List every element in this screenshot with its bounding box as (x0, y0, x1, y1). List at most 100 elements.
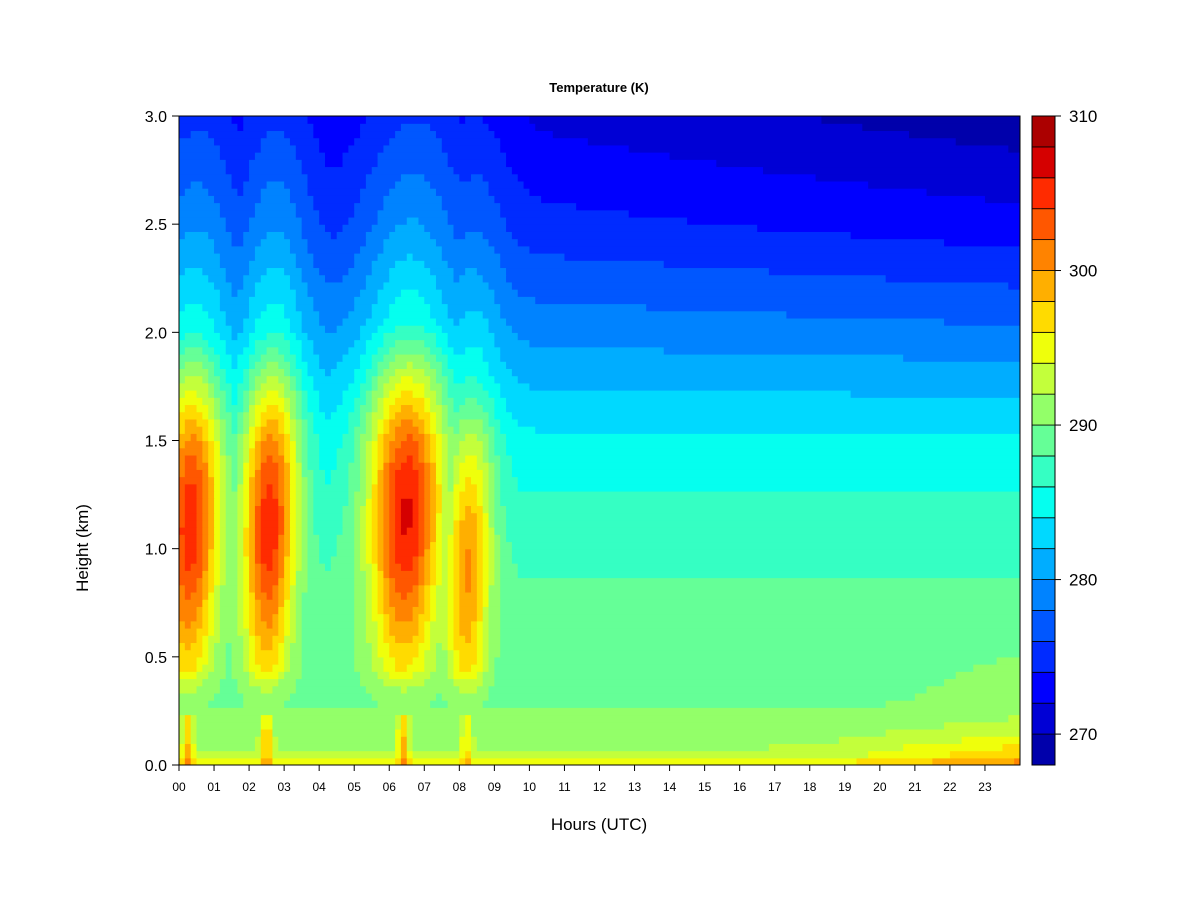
heatmap-cell (225, 555, 238, 564)
heatmap-cell (214, 534, 221, 543)
heatmap-cell (237, 548, 244, 557)
heatmap-cell (295, 418, 303, 427)
heatmap-cell (441, 390, 449, 398)
heatmap-cell (453, 505, 460, 514)
heatmap-cell (208, 447, 215, 456)
heatmap-cell (272, 728, 396, 737)
heatmap-cell (441, 361, 449, 369)
heatmap-cell (459, 714, 466, 723)
heatmap-cell (289, 382, 297, 391)
heatmap-cell (435, 317, 455, 326)
heatmap-cell (354, 584, 367, 593)
x-tick-label: 02 (242, 780, 256, 794)
heatmap-cell (412, 555, 420, 564)
heatmap-cell (412, 454, 420, 463)
heatmap-cell (219, 534, 227, 543)
heatmap-cell (441, 534, 449, 543)
heatmap-cell (482, 635, 490, 644)
heatmap-cell (453, 649, 460, 658)
heatmap-cell (506, 397, 1020, 406)
heatmap-cell (225, 346, 244, 355)
heatmap-cell (260, 144, 297, 153)
heatmap-cell (231, 397, 238, 406)
heatmap-cell (453, 267, 466, 276)
heatmap-cell (254, 512, 262, 521)
heatmap-cell (225, 570, 238, 579)
heatmap-cell (418, 527, 425, 535)
heatmap-cell (441, 519, 455, 528)
heatmap-cell (389, 519, 396, 528)
heatmap-cell (243, 555, 250, 564)
heatmap-cell (535, 123, 863, 132)
heatmap-cell (476, 627, 484, 636)
heatmap-cell (231, 231, 244, 240)
heatmap-cell (371, 555, 379, 564)
heatmap-cell (196, 433, 203, 442)
heatmap-cell (348, 144, 385, 153)
heatmap-cell (179, 368, 209, 377)
heatmap-cell (179, 159, 227, 168)
heatmap-cell (424, 649, 437, 658)
heatmap-cell (254, 656, 279, 665)
heatmap-cell (301, 375, 314, 384)
heatmap-cell (301, 505, 309, 514)
heatmap-cell (295, 426, 303, 434)
heatmap-cell (424, 476, 431, 485)
heatmap-cell (284, 267, 303, 276)
heatmap-cell (249, 599, 256, 607)
heatmap-cell (219, 476, 227, 485)
heatmap-cell (278, 642, 285, 651)
heatmap-cell (482, 700, 887, 708)
heatmap-cell (289, 570, 297, 579)
heatmap-cell (336, 541, 355, 550)
heatmap-cell (389, 512, 396, 521)
heatmap-cell (266, 483, 274, 492)
heatmap-cell (430, 346, 443, 355)
heatmap-cell (284, 577, 291, 586)
heatmap-cell (383, 332, 437, 341)
heatmap-cell (254, 613, 262, 622)
heatmap-cell (278, 361, 291, 369)
heatmap-cell (932, 757, 1015, 765)
heatmap-cell (476, 498, 484, 506)
heatmap-cell (219, 591, 238, 600)
heatmap-cell (179, 707, 1020, 716)
heatmap-cell (1014, 757, 1020, 765)
colorbar-swatch (1031, 424, 1056, 457)
heatmap-cell (237, 599, 244, 607)
heatmap-cell (249, 664, 262, 672)
heatmap-cell (447, 303, 501, 312)
heatmap-cell (406, 454, 414, 463)
heatmap-cell (295, 483, 303, 492)
heatmap-cell (500, 620, 1020, 629)
x-tick-label: 18 (803, 780, 817, 794)
heatmap-cell (459, 505, 466, 514)
heatmap-cell (494, 296, 536, 305)
heatmap-cell (459, 476, 466, 485)
heatmap-cell (360, 390, 367, 398)
heatmap-cell (424, 483, 431, 492)
heatmap-cell (184, 584, 198, 593)
heatmap-cell (319, 548, 338, 557)
heatmap-cell (389, 498, 396, 506)
heatmap-cell (278, 498, 285, 506)
heatmap-cell (435, 548, 443, 557)
heatmap-cell (179, 440, 186, 449)
heatmap-cell (453, 231, 466, 240)
heatmap-cell (214, 555, 221, 564)
heatmap-cell (208, 274, 227, 283)
heatmap-cell (389, 346, 431, 355)
heatmap-cell (249, 404, 256, 413)
heatmap-cell (225, 563, 238, 571)
colorbar-swatch (1031, 177, 1056, 210)
heatmap-cell (219, 303, 250, 312)
heatmap-cell (342, 440, 355, 449)
heatmap-cell (471, 555, 478, 564)
heatmap-cell (418, 541, 425, 550)
heatmap-cell (400, 498, 414, 506)
heatmap-cell (179, 195, 215, 204)
heatmap-cell (295, 411, 303, 420)
heatmap-cell (243, 317, 256, 326)
heatmap-cell (219, 433, 227, 442)
heatmap-cell (202, 606, 209, 615)
